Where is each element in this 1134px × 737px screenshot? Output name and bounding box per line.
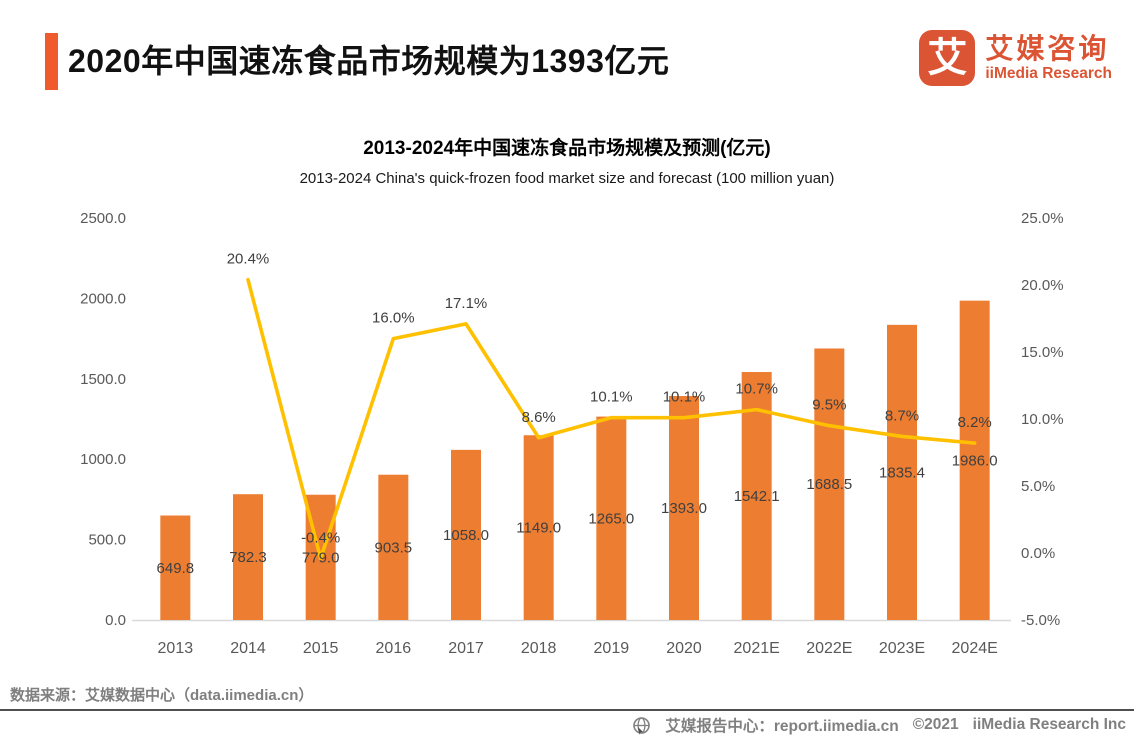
title-accent-bar (45, 33, 58, 90)
bar-2017 (451, 449, 481, 620)
bar-value-label: 1393.0 (661, 500, 707, 517)
growth-rate-label: 10.1% (663, 389, 706, 406)
bar-value-label: 1986.0 (952, 452, 998, 469)
footer-credit: 艾媒报告中心：report.iimedia.cn ©2021 iiMedia R… (632, 714, 1126, 736)
bar-2020 (669, 396, 699, 620)
growth-rate-label: 17.1% (445, 295, 488, 312)
x-axis-label: 2014 (230, 640, 266, 657)
x-axis-label: 2019 (594, 640, 630, 657)
growth-rate-label: 16.0% (372, 310, 415, 327)
left-axis-tick: 0.0 (105, 612, 126, 629)
footer-divider (0, 709, 1134, 711)
right-axis-tick: 15.0% (1021, 344, 1064, 361)
chart-subtitle: 2013-2024 China's quick-frozen food mark… (299, 170, 835, 187)
x-axis-label: 2015 (303, 640, 339, 657)
left-axis-tick: 500.0 (88, 532, 126, 549)
iimedia-logo-icon: 艾 (919, 30, 976, 86)
growth-rate-label: 10.7% (735, 381, 778, 398)
chart-title: 2013-2024年中国速冻食品市场规模及预测(亿元) (363, 138, 771, 159)
report-center-url: 艾媒报告中心：report.iimedia.cn (665, 718, 899, 735)
bar-value-label: 903.5 (375, 539, 413, 556)
data-source-text: 数据来源：艾媒数据中心（data.iimedia.cn） (10, 687, 314, 704)
right-axis-tick: -5.0% (1021, 612, 1060, 629)
bar-value-label: 779.0 (302, 549, 340, 566)
right-axis-tick: 10.0% (1021, 411, 1064, 428)
right-axis-tick: 20.0% (1021, 277, 1064, 294)
bar-2019 (596, 416, 627, 620)
growth-rate-label: 10.1% (590, 389, 633, 406)
growth-rate-label: 8.2% (958, 414, 992, 431)
growth-rate-label: 20.4% (227, 251, 270, 268)
bar-2016 (378, 474, 409, 620)
growth-line (246, 277, 977, 561)
bar-value-label: 782.3 (229, 549, 267, 566)
right-axis-tick: 0.0% (1021, 545, 1055, 562)
company-name: iiMedia Research Inc (972, 716, 1126, 733)
bar-value-label: 1149.0 (516, 520, 561, 537)
left-axis-tick: 2500.0 (80, 210, 126, 227)
copyright-text: ©2021 (912, 716, 959, 733)
bar-2018 (523, 435, 554, 620)
x-axis-label: 2020 (666, 640, 702, 657)
growth-rate-label: 8.7% (885, 407, 919, 424)
globe-cursor-icon (632, 716, 651, 735)
x-axis-label: 2018 (521, 640, 557, 657)
bar-value-label: 649.8 (157, 560, 195, 577)
growth-rate-label: -0.4% (301, 529, 340, 546)
iimedia-logo: 艾 艾媒咨询 iiMedia Research (919, 30, 1112, 86)
growth-rate-label: 9.5% (812, 397, 846, 414)
logo-name-cn: 艾媒咨询 (985, 32, 1110, 64)
x-axis-label: 2016 (376, 640, 412, 657)
page-title: 2020年中国速冻食品市场规模为1393亿元 (68, 43, 670, 79)
x-axis-label: 2013 (158, 640, 194, 657)
bar-2022E (814, 348, 845, 620)
x-axis-label: 2022E (806, 640, 852, 657)
x-axis-label: 2023E (879, 640, 925, 657)
left-axis-tick: 1500.0 (80, 371, 126, 388)
chart-area: 0.0 500.0 1000.0 1500.0 2000.0 2500.0 -5.0% 0.0… (0, 200, 1134, 670)
bar-2013 (160, 515, 191, 620)
left-axis-tick: 1000.0 (80, 451, 126, 468)
x-axis-label: 2021E (734, 640, 780, 657)
x-axis-label: 2017 (448, 640, 484, 657)
bar-value-label: 1058.0 (443, 527, 489, 544)
right-axis-tick: 5.0% (1021, 478, 1055, 495)
market-chart-svg: 0.0 500.0 1000.0 1500.0 2000.0 2500.0 -5.0% 0.0… (80, 210, 1064, 657)
logo-text: 艾媒咨询 iiMedia Research (985, 33, 1112, 84)
bar-2024E (959, 300, 990, 620)
bar-value-label: 1542.1 (734, 488, 780, 505)
logo-name-en: iiMedia Research (985, 64, 1112, 82)
left-axis-tick: 2000.0 (80, 290, 126, 307)
x-axis-label: 2024E (952, 640, 998, 657)
bar-2023E (887, 324, 917, 620)
bar-value-label: 1688.5 (806, 476, 852, 493)
growth-rate-label: 8.6% (522, 409, 556, 426)
bar-value-label: 1265.0 (588, 510, 634, 527)
bar-value-label: 1835.4 (879, 464, 925, 481)
bar-2014 (233, 494, 263, 620)
right-axis-tick: 25.0% (1021, 210, 1064, 227)
